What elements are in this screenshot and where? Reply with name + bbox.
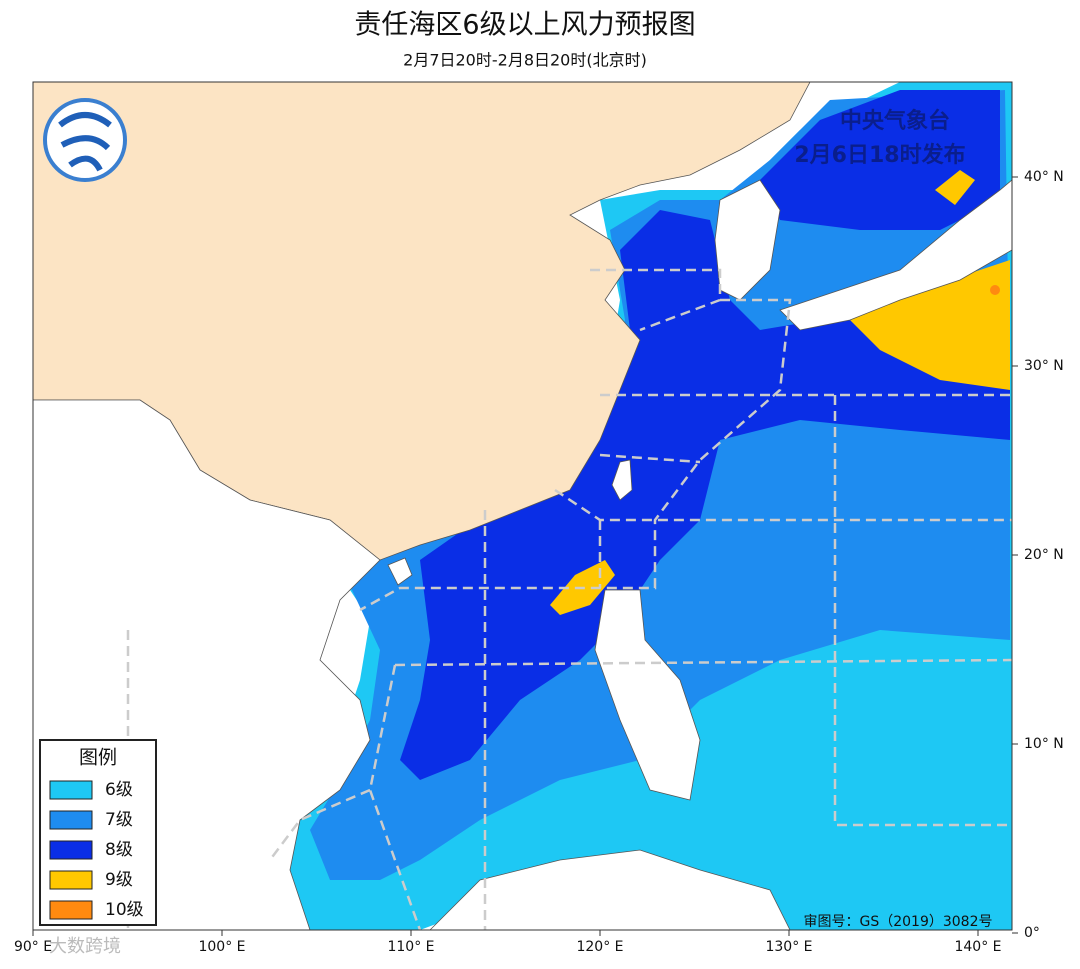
legend-label: 10级 (105, 900, 144, 920)
latitude-label: 10° N (1024, 736, 1064, 752)
longitude-label: 130° E (765, 939, 812, 955)
latitude-label: 0° (1024, 925, 1040, 941)
korea (714, 179, 781, 301)
longitude-label: 100° E (198, 939, 245, 955)
map-frame (32, 81, 1013, 931)
legend-swatch (49, 840, 93, 860)
borneo (429, 849, 791, 931)
title: 责任海区6级以上风力预报图 (354, 10, 695, 41)
sea-area-boundaries (126, 268, 1013, 931)
philippines (594, 589, 701, 801)
legend-label: 6级 (105, 780, 133, 800)
subtitle: 2月7日20时-2月8日20时(北京时) (403, 51, 647, 70)
logo (43, 98, 127, 182)
map-approval-number: 审图号：GS（2019）3082号 (804, 914, 993, 930)
zone-8 (760, 90, 1000, 230)
legend-label: 8级 (105, 840, 133, 860)
longitude-label: 140° E (954, 939, 1001, 955)
map-area (32, 81, 1013, 931)
longitude-label: 120° E (576, 939, 623, 955)
longitude-label: 110° E (387, 939, 434, 955)
legend-label: 7级 (105, 810, 133, 830)
zone-9 (850, 260, 1010, 390)
longitude-label: 90° E (14, 939, 52, 955)
legend-swatch (49, 810, 93, 830)
latitude-label: 30° N (1024, 358, 1064, 374)
legend-swatch (49, 900, 93, 920)
zone-8 (400, 210, 1010, 780)
zone-10 (990, 285, 1000, 295)
zone-9 (935, 170, 975, 205)
legend: 图例 6级 7级 8级 9级 10级 (39, 739, 157, 926)
legend-swatch (49, 780, 93, 800)
latitude-label: 40° N (1024, 169, 1064, 185)
taiwan (611, 459, 633, 501)
issuer-agency: 中央气象台 (840, 108, 950, 134)
watermark: 大数跨境 (49, 936, 121, 957)
hainan (387, 557, 413, 586)
legend-swatch (49, 870, 93, 890)
latitude-label: 20° N (1024, 547, 1064, 563)
issue-time: 2月6日18时发布 (794, 142, 965, 168)
legend-label: 9级 (105, 870, 133, 890)
legend-title: 图例 (79, 747, 117, 769)
